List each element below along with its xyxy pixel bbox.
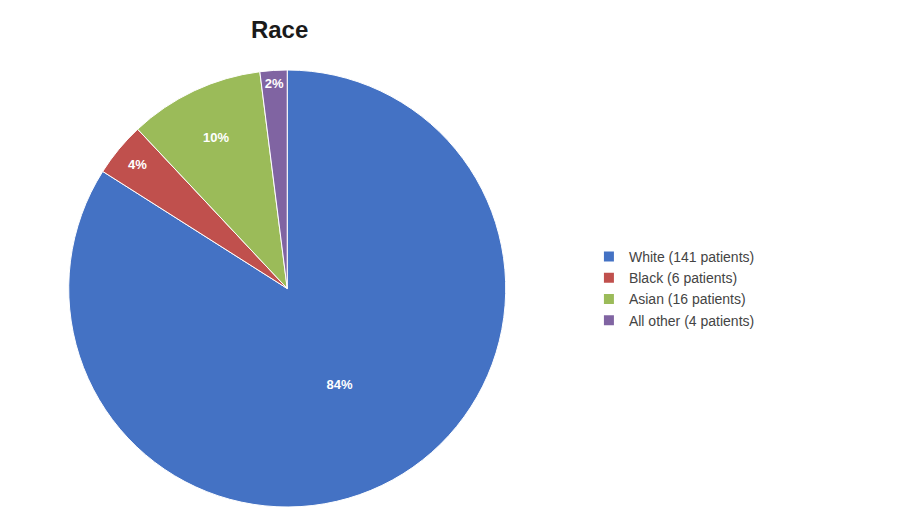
svg-text:2%: 2% (265, 76, 284, 91)
svg-text:Asian (16 patients): Asian (16 patients) (629, 291, 746, 307)
svg-text:Black (6 patients): Black (6 patients) (629, 270, 737, 286)
svg-text:White (141 patients): White (141 patients) (629, 249, 754, 265)
svg-text:Race: Race (251, 16, 308, 43)
svg-text:All other (4 patients): All other (4 patients) (629, 313, 754, 329)
svg-text:4%: 4% (128, 157, 147, 172)
svg-text:10%: 10% (203, 130, 229, 145)
svg-text:84%: 84% (327, 377, 353, 392)
